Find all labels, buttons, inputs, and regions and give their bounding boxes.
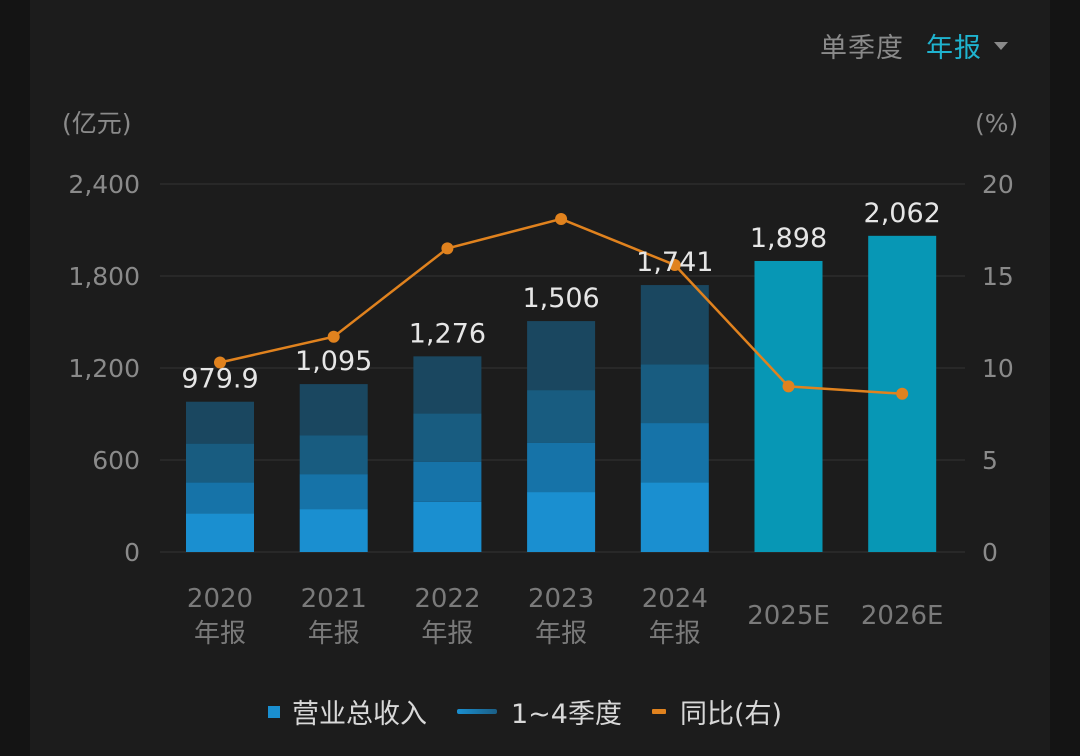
yoy-point bbox=[782, 380, 795, 393]
y2-tick-label: 10 bbox=[982, 354, 1014, 383]
estimate-bar bbox=[754, 260, 823, 552]
x-tick-sublabel: 年报 bbox=[308, 619, 360, 649]
x-tick-sublabel: 年报 bbox=[421, 619, 473, 649]
bar-value-label: 979.9 bbox=[181, 364, 258, 395]
yoy-point bbox=[441, 242, 454, 255]
left-axis-unit: (亿元) bbox=[62, 109, 132, 138]
bar-value-label: 1,506 bbox=[522, 283, 599, 314]
right-axis-ticks: 0 5 10 15 20 bbox=[982, 170, 1014, 567]
legend-label: 1~4季度 bbox=[511, 699, 622, 730]
quarter-segment-q3 bbox=[413, 413, 482, 462]
x-tick-label: 2024 bbox=[642, 584, 708, 614]
yoy-point bbox=[214, 356, 226, 369]
y2-tick-label: 5 bbox=[982, 446, 998, 475]
quarter-segment-q2 bbox=[299, 474, 368, 510]
quarter-segment-q4 bbox=[640, 285, 709, 365]
x-tick-sublabel: 年报 bbox=[194, 619, 246, 649]
x-tick-label: 2025E bbox=[747, 601, 830, 631]
quarter-segment-q1 bbox=[413, 501, 482, 552]
yoy-point bbox=[668, 258, 681, 271]
quarter-segment-q4 bbox=[413, 356, 482, 414]
yoy-point bbox=[327, 330, 340, 343]
line-marker-icon bbox=[457, 709, 497, 714]
x-tick-sublabel: 年报 bbox=[649, 619, 701, 649]
quarter-segment-q3 bbox=[527, 390, 596, 443]
quarter-segment-q2 bbox=[413, 461, 482, 502]
bars bbox=[186, 235, 937, 552]
quarter-segment-q1 bbox=[640, 482, 709, 552]
value-labels: 979.9 1,095 1,276 1,506 1,741 1,898 2,062 bbox=[181, 198, 940, 395]
quarter-segment-q1 bbox=[299, 509, 368, 552]
bar-value-label: 1,741 bbox=[636, 247, 713, 278]
legend: 营业总收入 1~4季度 同比(右) bbox=[268, 692, 812, 731]
y2-tick-label: 0 bbox=[982, 538, 998, 567]
quarter-segment-q3 bbox=[640, 364, 709, 424]
y-tick-label: 0 bbox=[124, 538, 140, 567]
legend-item-total-revenue[interactable]: 营业总收入 bbox=[268, 692, 427, 731]
bar-value-label: 1,898 bbox=[750, 223, 827, 254]
quarter-segment-q4 bbox=[186, 401, 254, 444]
right-axis-unit: (%) bbox=[975, 109, 1018, 138]
left-axis-ticks: 0 600 1,200 1,800 2,400 bbox=[68, 170, 140, 567]
quarter-segment-q3 bbox=[299, 435, 368, 475]
legend-label: 同比(右) bbox=[679, 699, 783, 730]
revenue-chart: (亿元) (%) 0 600 1,200 1,800 2,400 0 5 10 15 20 97… bbox=[62, 109, 1018, 649]
yoy-line bbox=[214, 212, 909, 400]
y-tick-label: 1,200 bbox=[68, 354, 140, 383]
x-tick-label: 2026E bbox=[861, 601, 944, 631]
quarter-segment-q4 bbox=[299, 384, 368, 436]
x-tick-label: 2022 bbox=[414, 584, 480, 614]
y2-tick-label: 15 bbox=[982, 262, 1014, 291]
quarter-segment-q2 bbox=[186, 482, 254, 514]
legend-item-quarters[interactable]: 1~4季度 bbox=[457, 692, 622, 731]
y-tick-label: 1,800 bbox=[68, 262, 140, 291]
legend-item-yoy[interactable]: 同比(右) bbox=[651, 692, 783, 731]
period-option-quarterly[interactable]: 单季度 bbox=[820, 33, 904, 64]
period-option-annual[interactable]: 年报 bbox=[926, 33, 982, 64]
yoy-point bbox=[555, 212, 568, 225]
quarter-segment-q2 bbox=[527, 442, 596, 493]
x-tick-label: 2021 bbox=[301, 584, 367, 614]
quarter-segment-q1 bbox=[527, 492, 596, 552]
square-marker-icon bbox=[268, 705, 280, 718]
y-tick-label: 600 bbox=[92, 446, 140, 475]
legend-label: 营业总收入 bbox=[292, 699, 427, 730]
bar-value-label: 2,062 bbox=[864, 198, 941, 229]
x-tick-sublabel: 年报 bbox=[535, 619, 587, 649]
quarter-segment-q2 bbox=[640, 423, 709, 483]
bar-value-label: 1,095 bbox=[295, 346, 372, 377]
y-tick-label: 2,400 bbox=[68, 170, 140, 199]
quarter-segment-q1 bbox=[186, 513, 254, 552]
quarter-segment-q4 bbox=[527, 321, 596, 391]
yoy-point bbox=[896, 387, 909, 400]
x-axis-labels: 2020 年报 2021 年报 2022 年报 2023 年报 2024 年报 2025E 2026E bbox=[187, 584, 944, 649]
x-tick-label: 2020 bbox=[187, 584, 253, 614]
caret-down-icon[interactable] bbox=[994, 41, 1008, 50]
quarter-segment-q3 bbox=[186, 443, 254, 483]
period-switch: 单季度 年报 bbox=[820, 26, 1008, 65]
x-tick-label: 2023 bbox=[528, 584, 594, 614]
dash-marker-icon bbox=[651, 709, 666, 714]
bar-value-label: 1,276 bbox=[409, 318, 486, 349]
y2-tick-label: 20 bbox=[982, 170, 1014, 199]
